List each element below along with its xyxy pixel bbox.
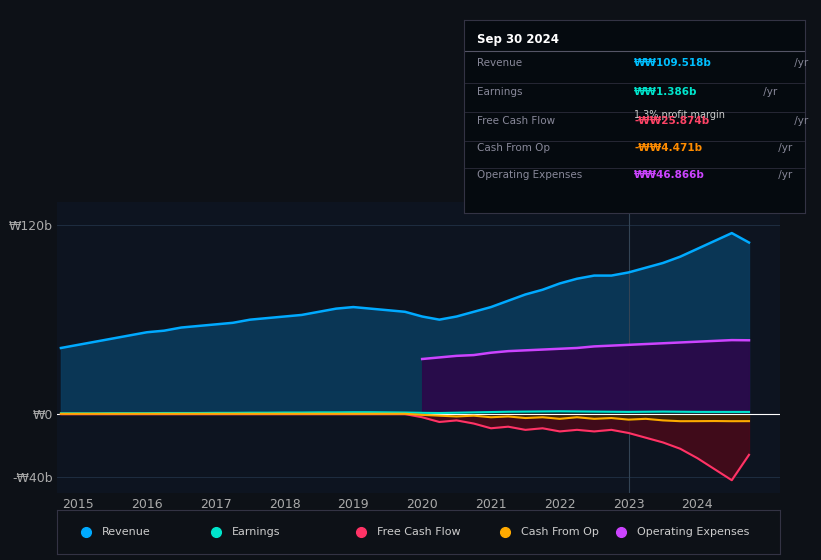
Text: Earnings: Earnings <box>232 527 281 537</box>
Text: -₩₩25.874b: -₩₩25.874b <box>635 116 709 126</box>
Text: /yr: /yr <box>791 58 808 68</box>
Text: Earnings: Earnings <box>478 87 523 97</box>
Text: /yr: /yr <box>775 143 792 153</box>
Text: /yr: /yr <box>759 87 777 97</box>
Text: Revenue: Revenue <box>103 527 151 537</box>
Text: Free Cash Flow: Free Cash Flow <box>377 527 461 537</box>
Text: Cash From Op: Cash From Op <box>478 143 551 153</box>
Text: Operating Expenses: Operating Expenses <box>478 170 583 180</box>
Text: Free Cash Flow: Free Cash Flow <box>478 116 556 126</box>
Text: ₩₩1.386b: ₩₩1.386b <box>635 87 698 97</box>
Text: ₩₩109.518b: ₩₩109.518b <box>635 58 712 68</box>
Text: ₩₩46.866b: ₩₩46.866b <box>635 170 705 180</box>
Text: Sep 30 2024: Sep 30 2024 <box>478 33 559 46</box>
Text: /yr: /yr <box>791 116 808 126</box>
Text: -₩₩4.471b: -₩₩4.471b <box>635 143 702 153</box>
Text: Operating Expenses: Operating Expenses <box>637 527 750 537</box>
Text: /yr: /yr <box>775 170 792 180</box>
Text: Cash From Op: Cash From Op <box>521 527 599 537</box>
Text: Revenue: Revenue <box>478 58 523 68</box>
Text: 1.3% profit margin: 1.3% profit margin <box>635 110 725 120</box>
